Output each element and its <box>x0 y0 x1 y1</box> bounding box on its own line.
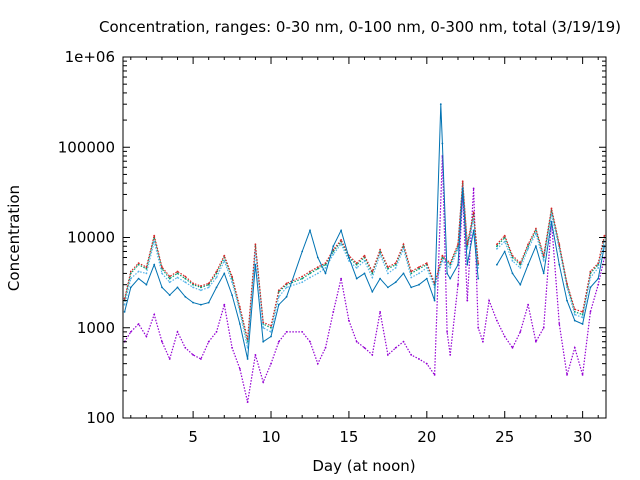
data-point <box>192 354 195 356</box>
y-tick-label: 10000 <box>67 229 115 247</box>
x-tick-label: 20 <box>417 428 436 446</box>
data-point <box>581 374 584 376</box>
y-tick-label: 100 <box>86 409 115 427</box>
series-4 <box>123 103 606 360</box>
data-point <box>168 275 171 278</box>
series-line <box>124 183 479 342</box>
x-tick-label: 15 <box>339 428 358 446</box>
data-point <box>239 311 241 313</box>
x-tick-label: 25 <box>495 428 514 446</box>
x-tick-label: 10 <box>261 428 280 446</box>
series-2 <box>123 185 606 349</box>
data-point <box>410 270 413 273</box>
x-axis-label: Day (at noon) <box>312 457 415 475</box>
x-axis-ticks: 5 10 15 20 25 30 <box>130 57 599 446</box>
data-point <box>301 277 304 280</box>
data-point <box>418 266 420 268</box>
plot-area <box>122 56 607 419</box>
data-point <box>239 368 241 370</box>
data-point <box>535 340 537 343</box>
chart-title: Concentration, ranges: 0-30 nm, 0-100 nm… <box>99 18 621 36</box>
data-point <box>581 311 584 313</box>
series-line <box>496 208 605 313</box>
series-line <box>124 181 479 340</box>
data-point <box>379 250 381 253</box>
series-layer <box>123 103 606 403</box>
series-0 <box>123 155 606 403</box>
y-tick-label: 1e+06 <box>65 48 115 66</box>
y-tick-label: 100000 <box>58 138 115 156</box>
data-point <box>511 346 514 349</box>
y-axis-label: Concentration <box>5 185 23 291</box>
data-point <box>262 326 265 329</box>
y-tick-label: 1000 <box>77 319 115 337</box>
data-point <box>477 262 480 264</box>
series-line <box>124 104 479 360</box>
data-point <box>558 323 561 325</box>
series-line <box>496 221 605 325</box>
series-line <box>124 186 479 348</box>
data-point <box>285 286 288 289</box>
series-1 <box>123 182 606 343</box>
series-line <box>124 155 605 403</box>
data-point <box>603 234 606 237</box>
x-tick-label: 5 <box>188 428 198 446</box>
data-point <box>168 277 171 280</box>
data-point <box>340 277 342 280</box>
x-tick-label: 30 <box>573 428 592 446</box>
data-point <box>558 243 561 246</box>
y-axis-ticks: 100 1000 10000 100000 1e+06 <box>58 48 606 427</box>
